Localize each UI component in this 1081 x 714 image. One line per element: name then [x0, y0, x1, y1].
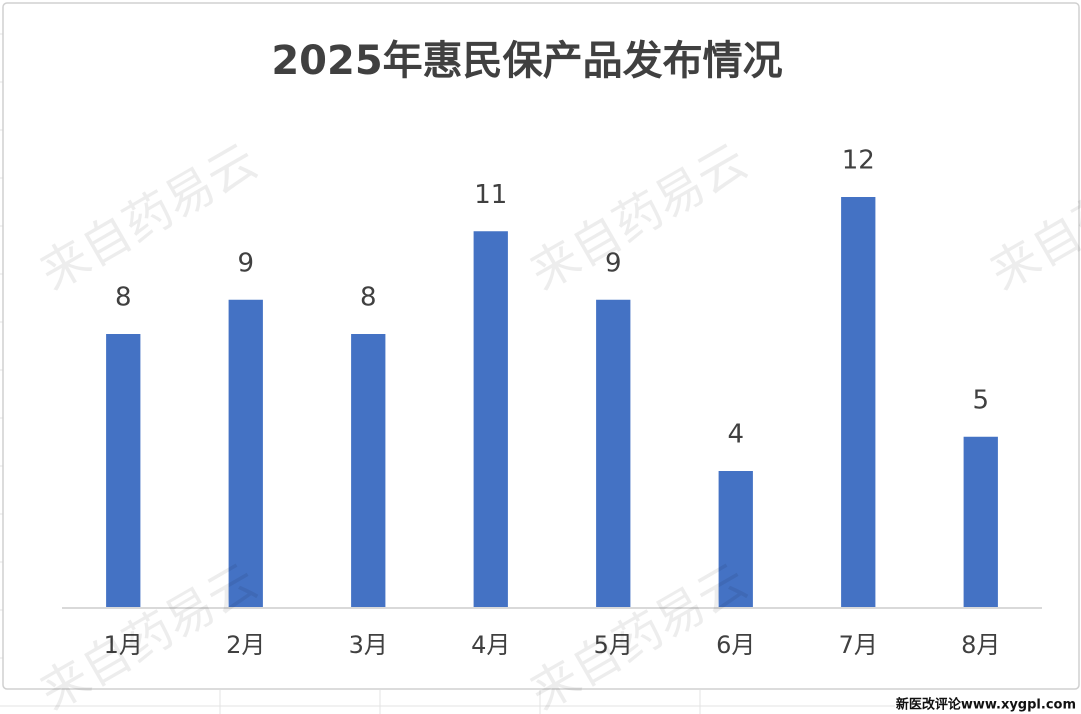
- data-label: 11: [474, 180, 507, 210]
- source: 新医改评论www.xygpl.com: [896, 697, 1076, 713]
- plot: 1月 8 2月 9 3月 8 4月 11 5月 9 6月 4 7月 12 8月 5: [62, 146, 1042, 659]
- chart-title: 2025年惠民保产品发布情况: [271, 38, 782, 84]
- data-label: 8: [115, 283, 132, 313]
- x-tick-label: 3月: [349, 631, 388, 659]
- chart-frame: [2, 2, 1080, 690]
- bar: [596, 299, 631, 608]
- source-bg: [895, 695, 1081, 714]
- bar: [841, 197, 876, 608]
- bar: [963, 436, 998, 608]
- x-tick-label: 1月: [104, 631, 143, 659]
- x-tick-label: 2月: [226, 631, 265, 659]
- bar: [106, 334, 141, 608]
- bar: [351, 334, 386, 608]
- x-tick-label: 8月: [961, 631, 1000, 659]
- data-label: 12: [842, 146, 875, 176]
- data-label: 9: [237, 248, 254, 278]
- data-label: 9: [605, 248, 622, 278]
- bar: [228, 299, 263, 608]
- data-label: 5: [972, 385, 989, 415]
- x-tick-label: 6月: [716, 631, 755, 659]
- x-tick-label: 7月: [839, 631, 878, 659]
- data-label: 4: [727, 420, 744, 450]
- data-label: 8: [360, 283, 377, 313]
- bar: [473, 231, 508, 608]
- x-tick-label: 5月: [594, 631, 633, 659]
- bar: [718, 471, 753, 608]
- x-tick-label: 4月: [471, 631, 510, 659]
